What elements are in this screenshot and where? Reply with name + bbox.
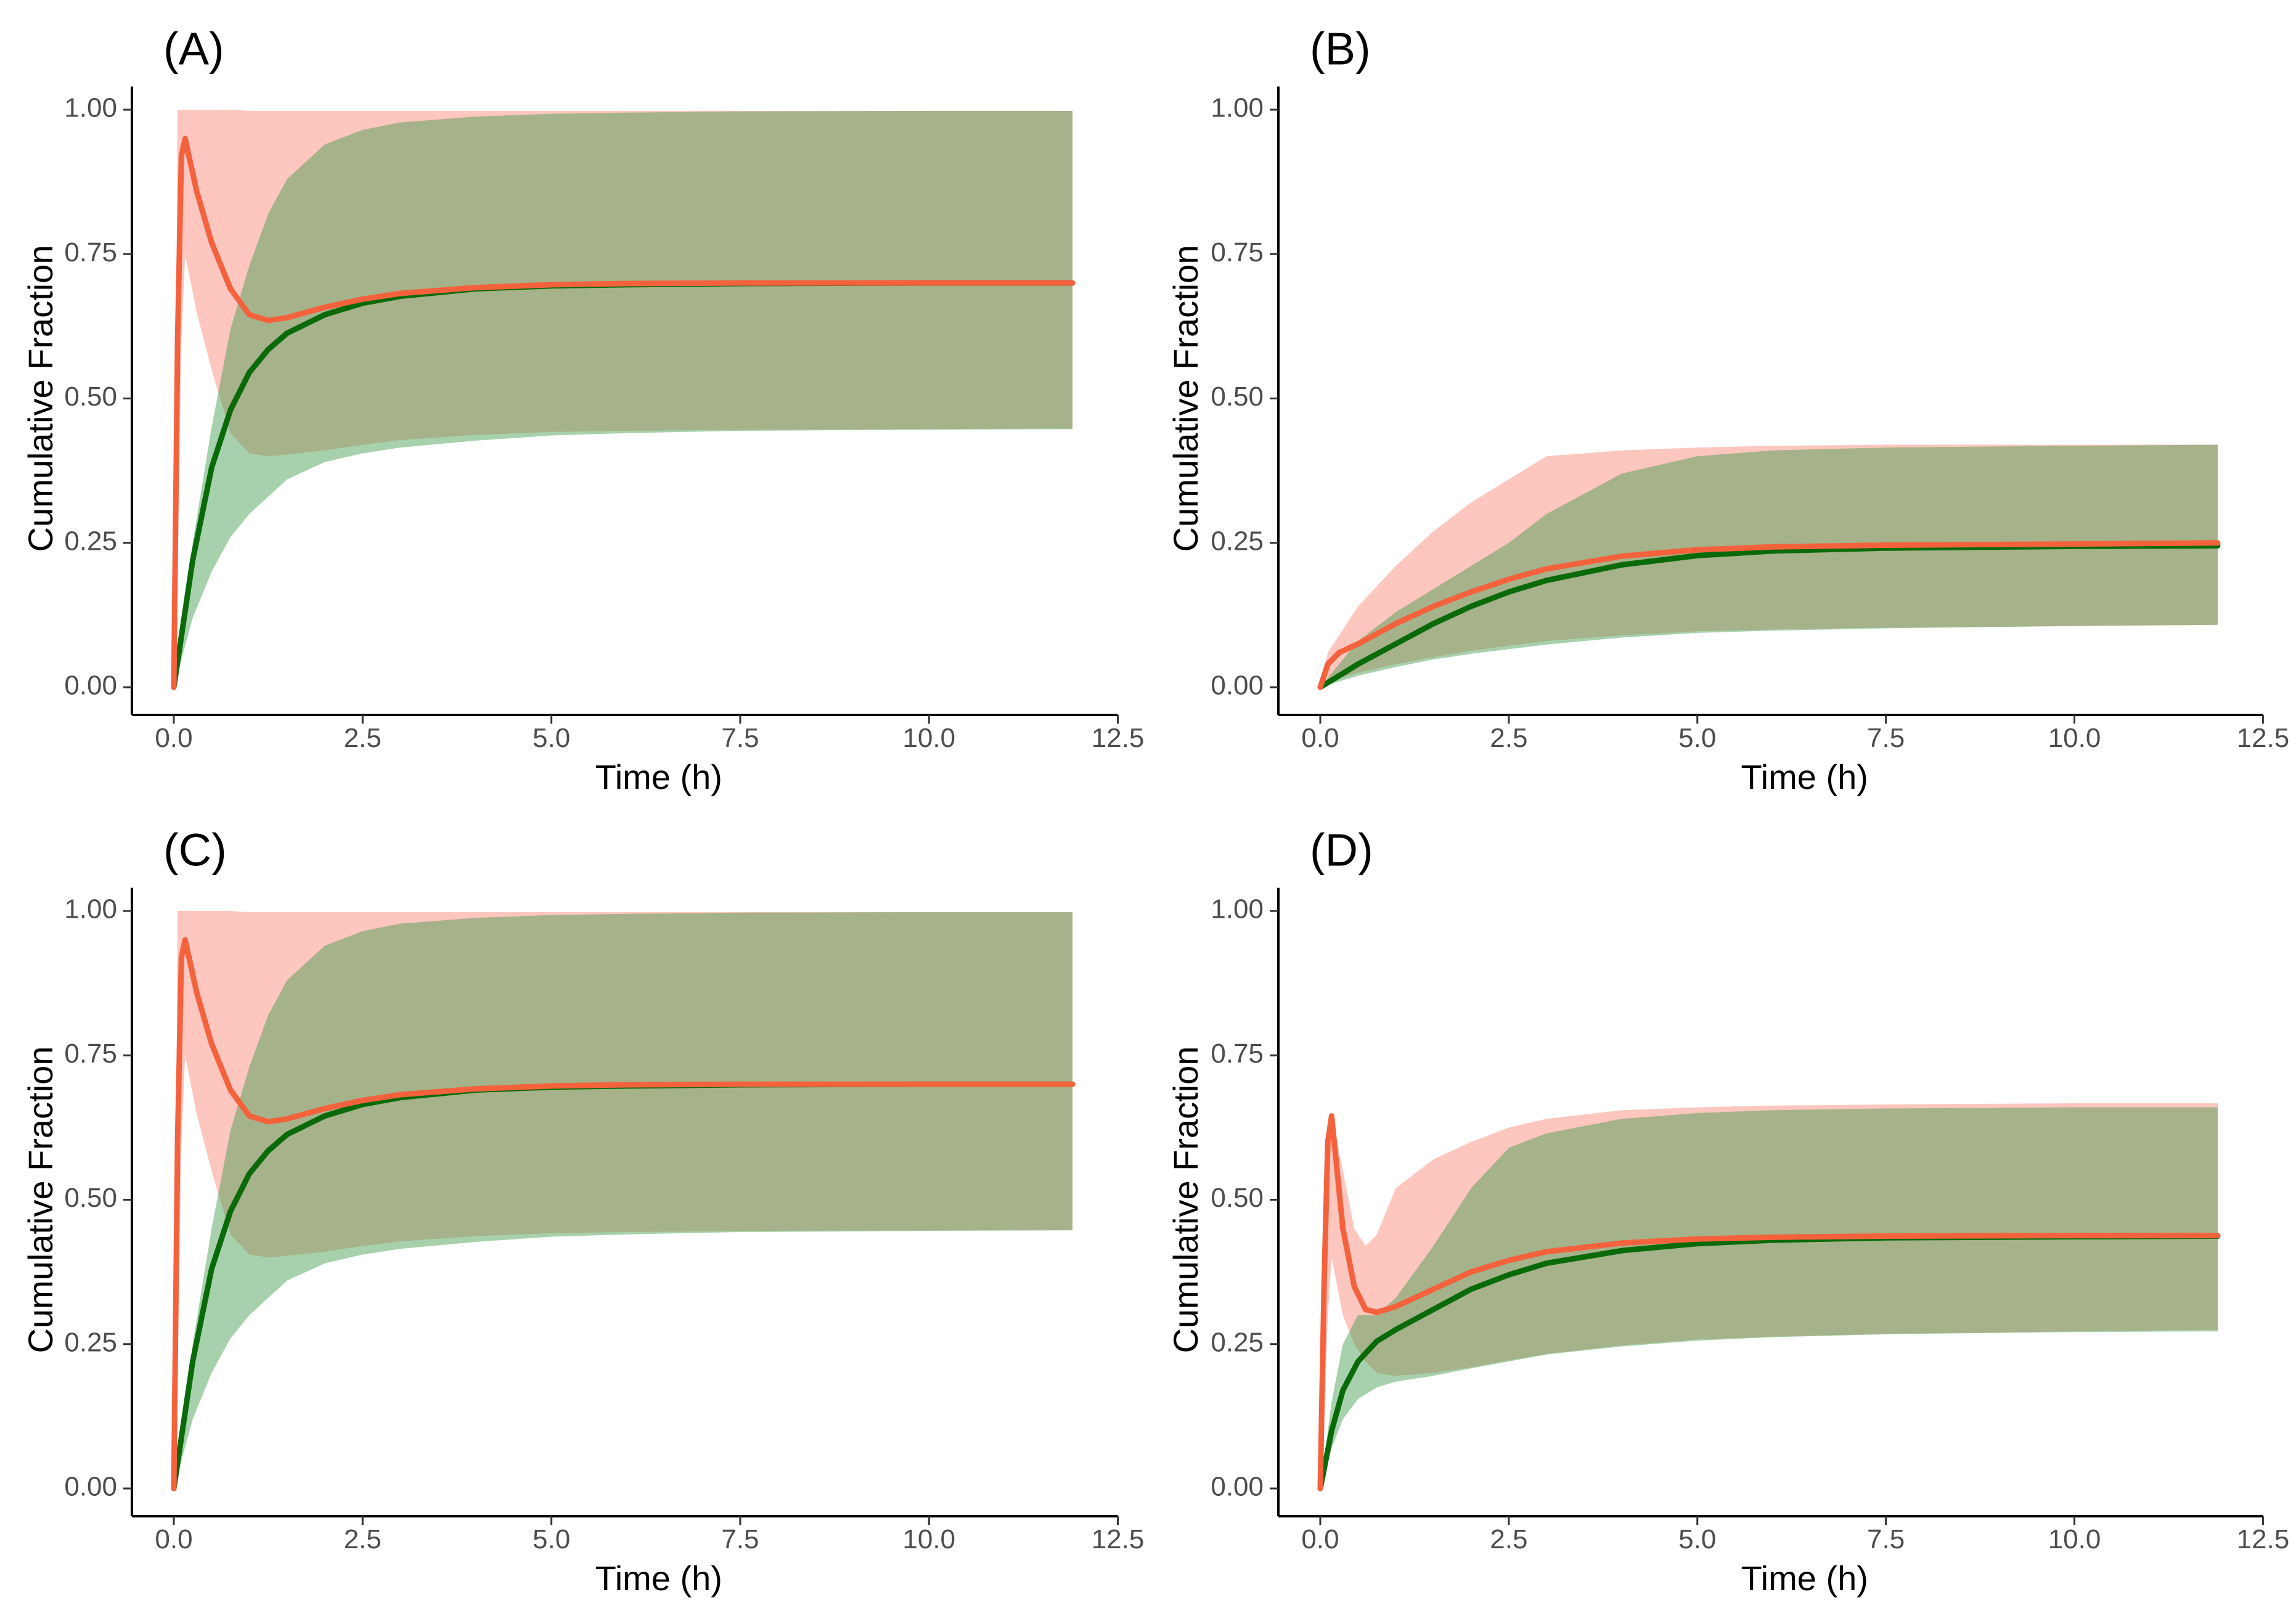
y-axis-title-c: Cumulative Fraction [21,1047,60,1354]
green-band-d [1320,1107,2218,1488]
y-tick-label-a: 1.00 [64,93,117,123]
green-band-c [174,912,1072,1488]
x-tick-label-a: 2.5 [344,723,382,753]
y-axis-title-d: Cumulative Fraction [1166,1047,1205,1354]
red-band-a [174,110,1072,687]
panel-a: (A) 0.00 0.25 0.50 0.75 1.00 0.0 2.5 5.0 7.5 10.0 1… [21,23,1145,796]
x-tick-label-c: 7.5 [721,1524,759,1554]
y-tick-label-c: 0.75 [64,1039,117,1069]
x-tick-label-c: 12.5 [1092,1524,1145,1554]
y-tick-label-a: 0.75 [64,237,117,267]
x-tick-label-b: 0.0 [1301,723,1339,753]
x-tick-label-b: 7.5 [1867,723,1905,753]
x-tick-label-d: 10.0 [2048,1524,2101,1554]
y-tick-label-d: 0.75 [1211,1039,1264,1069]
y-tick-label-a: 0.50 [64,382,117,412]
y-tick-label-c: 0.00 [64,1472,117,1502]
y-tick-label-b: 0.50 [1211,382,1264,412]
red-band-c [174,911,1072,1488]
y-tick-label-b: 1.00 [1211,93,1264,123]
x-tick-label-a: 12.5 [1092,723,1145,753]
x-tick-label-b: 12.5 [2237,723,2290,753]
red-line-a [171,136,1076,690]
red-band-b [1320,444,2218,687]
x-tick-label-c: 10.0 [902,1524,955,1554]
x-tick-label-d: 0.0 [1301,1524,1339,1554]
x-tick-label-c: 0.0 [155,1524,192,1554]
x-tick-label-b: 2.5 [1490,723,1527,753]
y-axis-title-b: Cumulative Fraction [1166,245,1205,552]
y-tick-label-d: 0.25 [1211,1327,1264,1357]
x-tick-label-a: 7.5 [721,723,759,753]
red-band-d [1320,1103,2218,1488]
x-tick-label-d: 5.0 [1678,1524,1716,1554]
y-tick-label-b: 0.25 [1211,526,1264,556]
red-line-c [171,937,1076,1492]
y-tick-label-d: 1.00 [1211,894,1264,925]
red-line-b [1317,540,2221,690]
x-axis-title-d: Time (h) [1741,1559,1868,1598]
panel-d: (D) 0.00 0.25 0.50 0.75 1.00 0.0 2.5 5.0 7.5 10.0 1… [1166,825,2289,1598]
y-tick-label-b: 0.00 [1211,671,1264,701]
panel-label-b: (B) [1310,23,1371,75]
y-tick-label-a: 0.00 [64,671,117,701]
panel-label-c: (C) [163,825,227,876]
y-tick-label-c: 1.00 [64,894,117,925]
red-line-d [1317,1113,2221,1492]
y-tick-label-d: 0.00 [1211,1472,1264,1502]
panel-label-a: (A) [163,23,224,75]
y-tick-label-c: 0.25 [64,1327,117,1357]
x-tick-label-d: 2.5 [1490,1524,1527,1554]
x-tick-label-d: 12.5 [2237,1524,2290,1554]
x-axis-title-c: Time (h) [595,1559,722,1598]
x-axis-title-b: Time (h) [1741,757,1868,796]
panel-c: (C) 0.00 0.25 0.50 0.75 1.00 0.0 2.5 5.0 7.5 10.0 1… [21,825,1145,1598]
x-tick-label-c: 5.0 [533,1524,570,1554]
x-tick-label-a: 10.0 [902,723,955,753]
x-tick-label-a: 0.0 [155,723,192,753]
x-tick-label-d: 7.5 [1867,1524,1905,1554]
green-band-b [1320,444,2218,687]
y-tick-label-d: 0.50 [1211,1183,1264,1213]
x-tick-label-a: 5.0 [533,723,570,753]
x-tick-label-c: 2.5 [344,1524,382,1554]
x-axis-title-a: Time (h) [595,757,722,796]
y-tick-label-a: 0.25 [64,526,117,556]
panel-label-d: (D) [1310,825,1373,876]
panel-b: (B) 0.00 0.25 0.50 0.75 1.00 0.0 2.5 5.0 7.5 10.0 1… [1166,23,2289,796]
green-band-a [174,110,1072,687]
x-tick-label-b: 10.0 [2048,723,2101,753]
y-tick-label-b: 0.75 [1211,237,1264,267]
green-line-b [1317,542,2221,690]
x-tick-label-b: 5.0 [1678,723,1716,753]
y-tick-label-c: 0.50 [64,1183,117,1213]
y-axis-title-a: Cumulative Fraction [21,245,60,552]
